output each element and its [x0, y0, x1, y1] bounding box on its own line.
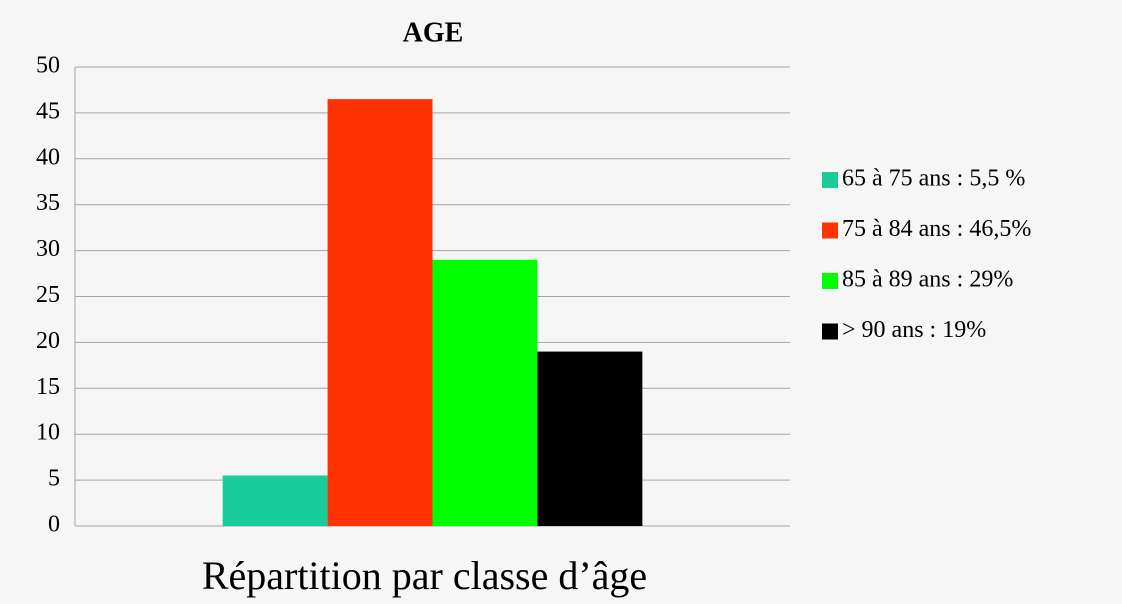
- legend-swatch: [822, 172, 838, 188]
- chart-title: AGE: [403, 17, 464, 48]
- y-tick-label: 45: [36, 98, 60, 124]
- legend-label: > 90 ans : 19%: [842, 317, 986, 343]
- y-tick-label: 5: [48, 466, 60, 492]
- bar: [327, 99, 433, 526]
- bar: [537, 351, 643, 526]
- legend-label: 65 à 75 ans : 5,5 %: [842, 166, 1025, 192]
- legend-label: 85 à 89 ans : 29%: [842, 267, 1013, 293]
- y-tick-label: 40: [36, 144, 60, 170]
- legend-swatch: [822, 222, 838, 239]
- y-tick-label: 30: [36, 236, 60, 262]
- bar: [222, 475, 328, 526]
- y-tick-label: 0: [48, 512, 60, 538]
- y-tick-label: 10: [36, 420, 60, 446]
- legend-swatch: [822, 323, 838, 340]
- legend-swatch: [822, 273, 838, 289]
- y-tick-label: 35: [36, 190, 60, 216]
- y-tick-label: 20: [36, 328, 60, 354]
- legend-label: 75 à 84 ans : 46,5%: [842, 216, 1031, 242]
- y-tick-label: 50: [36, 53, 60, 79]
- bar: [432, 259, 538, 526]
- y-tick-label: 25: [36, 282, 60, 308]
- y-tick-label: 15: [36, 374, 60, 400]
- x-tick-label: Répartition par classe d’âge: [202, 553, 647, 598]
